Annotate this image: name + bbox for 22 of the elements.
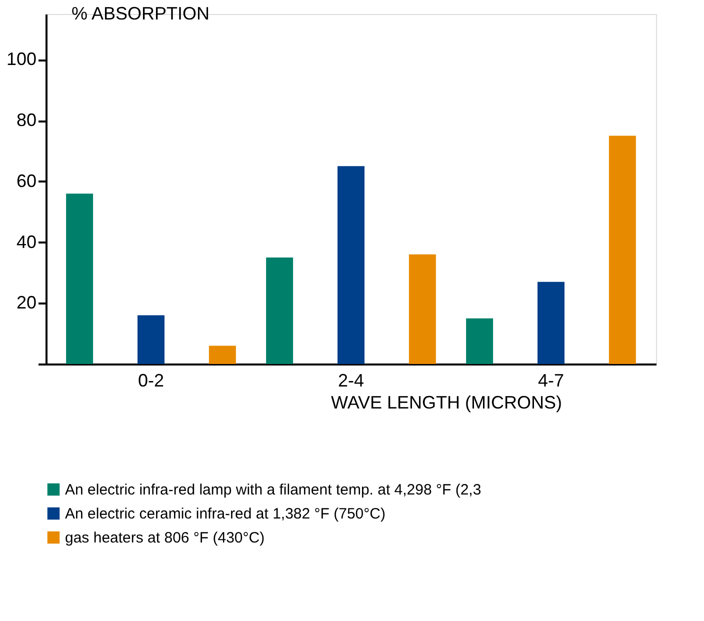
- y-tick-label: 80: [16, 110, 36, 130]
- x-tick-label: 4-7: [538, 370, 564, 390]
- bar: [608, 136, 636, 364]
- bar: [208, 346, 236, 364]
- y-tick-label: 20: [16, 292, 36, 313]
- y-axis-title: % ABSORPTION: [72, 4, 210, 24]
- x-axis-title: WAVE LENGTH (MICRONS): [330, 392, 562, 412]
- x-tick-label: 0-2: [138, 370, 164, 390]
- bar: [538, 282, 564, 364]
- legend-label: An electric infra-red lamp with a filament temp. at 4,298 °F (2,3: [65, 482, 482, 498]
- bar: [466, 318, 494, 364]
- bar: [66, 194, 94, 364]
- y-tick-label: 60: [16, 170, 36, 191]
- legend-label: gas heaters at 806 °F (430°C): [65, 530, 265, 546]
- y-tick-label: 100: [6, 49, 36, 70]
- y-tick-label: 40: [16, 232, 36, 252]
- bar: [138, 315, 164, 364]
- legend-label: An electric ceramic infra-red at 1,382 °F (750°C): [65, 506, 386, 522]
- x-tick-label: 2-4: [338, 370, 364, 390]
- bar: [408, 254, 436, 364]
- bar: [266, 257, 294, 364]
- bar: [338, 166, 364, 364]
